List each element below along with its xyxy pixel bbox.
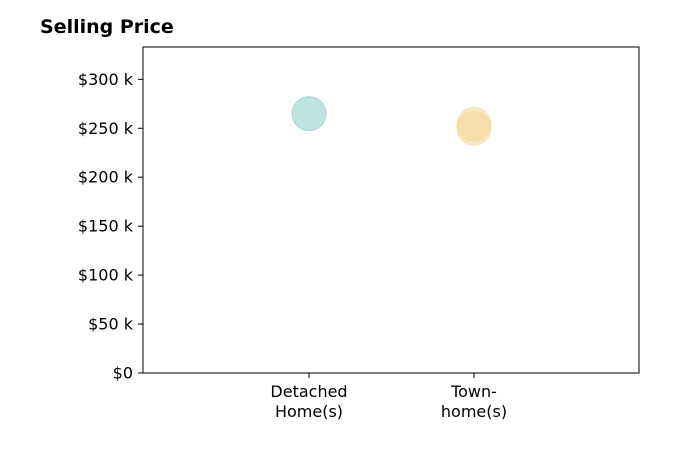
y-tick-label: $100 k — [78, 266, 134, 285]
y-tick-label: $150 k — [78, 217, 134, 236]
y-tick-label: $0 — [113, 364, 133, 383]
data-point — [456, 110, 492, 146]
plot-frame — [142, 46, 640, 374]
x-tick-label: home(s) — [441, 402, 507, 421]
data-point — [291, 96, 327, 132]
y-tick-label: $50 k — [88, 315, 134, 334]
x-tick-label: Home(s) — [275, 402, 343, 421]
y-tick-label: $300 k — [78, 70, 134, 89]
x-tick-label: Detached — [270, 382, 347, 401]
chart-title: Selling Price — [40, 16, 174, 38]
x-tick-label: Town- — [450, 382, 497, 401]
y-tick-label: $250 k — [78, 119, 134, 138]
y-tick-label: $200 k — [78, 168, 134, 187]
